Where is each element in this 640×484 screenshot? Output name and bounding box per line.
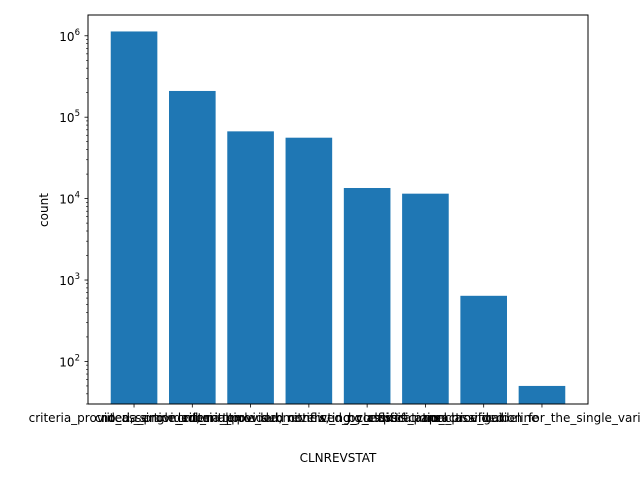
bar-6 <box>402 193 449 404</box>
x-tick-label-7: practice_guideline <box>429 411 539 425</box>
x-tick-label-3: criteria_provided,_multiple_submitters,_… <box>95 411 406 425</box>
y-tick-base: 10 <box>59 111 74 125</box>
x-tick-label-2: no_assertion_criteria_provided <box>101 411 284 425</box>
y-tick-label-3: 104 <box>59 191 80 207</box>
plot-frame <box>87 14 589 405</box>
bar-3 <box>227 131 274 404</box>
y-tick-label-5: 106 <box>59 28 80 44</box>
x-tick-label-4: criteria_provided,_conflicting_classific… <box>177 411 440 425</box>
y-tick-base: 10 <box>59 30 74 44</box>
y-tick-exponent: 6 <box>75 28 80 38</box>
y-tick-label-2: 103 <box>59 272 80 288</box>
y-tick-base: 10 <box>59 355 74 369</box>
y-tick-exponent: 5 <box>75 109 80 119</box>
bar-5 <box>343 187 391 404</box>
y-tick-base: 10 <box>59 193 74 207</box>
x-tick-label-8: no_classification_for_the_single_variant <box>424 411 640 425</box>
y-tick-base: 10 <box>59 274 74 288</box>
y-tick-label-4: 105 <box>59 109 80 125</box>
x-tick-label-6: no_classification_provided <box>347 411 504 425</box>
bar-2 <box>169 90 216 405</box>
x-tick-label-1: criteria_provided,_single_submitter <box>29 411 240 425</box>
y-axis-label: count <box>37 193 51 227</box>
bar-7 <box>460 295 507 404</box>
y-tick-exponent: 2 <box>75 353 80 363</box>
y-tick-label-1: 102 <box>59 353 80 369</box>
y-tick-exponent: 3 <box>75 272 80 282</box>
y-tick-exponent: 4 <box>75 191 80 201</box>
bar-1 <box>110 31 158 405</box>
bar-4 <box>285 137 333 404</box>
x-axis-label: CLNREVSTAT <box>300 451 377 465</box>
bar-8 <box>518 385 566 404</box>
x-tick-label-5: reviewed_by_expert_panel <box>287 411 447 425</box>
bars-layer <box>110 31 566 405</box>
x-ticks: criteria_provided,_single_submitterno_as… <box>29 404 640 425</box>
